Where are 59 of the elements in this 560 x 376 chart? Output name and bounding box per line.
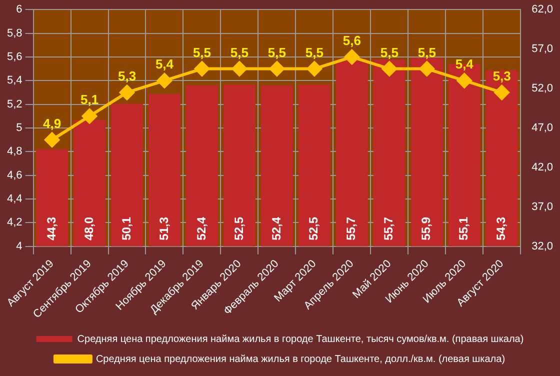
y2-tick-label: 62,0 [532, 4, 554, 16]
point [194, 61, 210, 76]
y2-tick-label: 42,0 [532, 161, 554, 174]
point [382, 61, 397, 76]
data-label: 55,1 [456, 216, 471, 240]
point [120, 84, 135, 100]
data-label: 4,9 [42, 116, 62, 131]
point [494, 84, 510, 100]
legend-label: Средняя цена предложения найма жилья в городе Ташкенте, тысяч сумов/кв.м. (правая шкала) [77, 334, 524, 345]
legend-label: Средняя цена предложения найма жилья в городе Ташкенте, долл./кв.м. (левая шкала) [96, 354, 506, 365]
data-label: 5,5 [380, 44, 398, 60]
y-tick-label: 5,4 [6, 74, 22, 87]
y2-tick-label: 32,0 [532, 240, 554, 252]
data-label: 52,4 [269, 216, 284, 240]
y2-tick-label: 37,0 [532, 200, 554, 213]
data-label: 52,5 [306, 216, 321, 240]
point [419, 61, 434, 76]
data-label: 48,0 [82, 216, 96, 240]
point [456, 73, 472, 88]
data-label: 55,7 [344, 216, 358, 240]
data-label: 5,5 [192, 44, 212, 60]
point [232, 61, 247, 76]
y-tick-label: 4,2 [6, 216, 22, 229]
data-label: 5,5 [230, 44, 248, 60]
y-tick-label: 5,6 [6, 50, 22, 63]
point [82, 108, 98, 124]
data-label: 50,1 [119, 216, 134, 240]
y-tick-label: 5 [16, 122, 22, 134]
y2-tick-label: 57,0 [532, 43, 554, 56]
y2-tick-label: 47,0 [532, 122, 554, 134]
point [44, 132, 60, 148]
y2-tick-label: 52,0 [532, 82, 554, 95]
data-label: 51,3 [156, 216, 171, 240]
data-label: 5,4 [155, 56, 174, 72]
data-label: 55,7 [382, 216, 396, 240]
y-tick-label: 6 [16, 4, 22, 16]
point [269, 61, 284, 76]
data-label: 5,3 [118, 68, 136, 84]
y-tick-label: 4,4 [6, 193, 22, 206]
data-label: 5,3 [492, 68, 511, 84]
data-label: 5,4 [455, 56, 474, 72]
data-label: 55,9 [419, 216, 434, 240]
data-label: 44,3 [44, 216, 58, 240]
y-tick-label: 5,8 [6, 27, 22, 40]
point [306, 61, 322, 76]
y-tick-label: 4,8 [6, 146, 22, 158]
data-label: 5,5 [268, 44, 286, 60]
y-tick-label: 4 [16, 240, 22, 252]
data-label: 54,3 [494, 216, 508, 240]
y-tick-label: 4,6 [6, 169, 22, 182]
data-label: 5,6 [342, 33, 361, 48]
data-label: 5,5 [305, 44, 324, 60]
data-label: 52,5 [232, 216, 246, 240]
data-label: 5,5 [418, 44, 436, 60]
data-label: 5,1 [80, 92, 99, 108]
point [344, 49, 360, 64]
y-tick-label: 5,2 [6, 98, 22, 110]
point [156, 73, 172, 88]
data-label: 52,4 [194, 216, 208, 240]
